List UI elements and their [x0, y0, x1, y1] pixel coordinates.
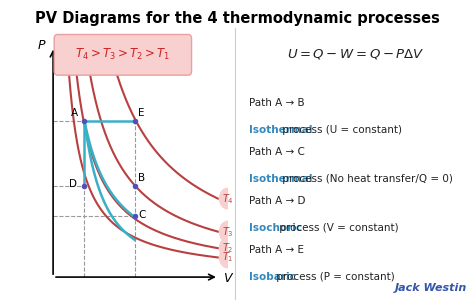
- Text: $\it{U = Q - W = Q - P\Delta V}$: $\it{U = Q - W = Q - P\Delta V}$: [287, 47, 424, 61]
- Text: Jack Westin: Jack Westin: [395, 283, 467, 293]
- Text: E: E: [138, 107, 145, 118]
- Text: process (P = constant): process (P = constant): [273, 272, 394, 282]
- Text: $T_4 > T_3 > T_2 > T_1$: $T_4 > T_3 > T_2 > T_1$: [75, 47, 171, 63]
- Text: Isothermal: Isothermal: [249, 125, 312, 135]
- Text: process (No heat transfer/Q = 0): process (No heat transfer/Q = 0): [279, 174, 453, 184]
- Text: A: A: [72, 107, 79, 118]
- Text: $T_1$: $T_1$: [222, 251, 234, 264]
- Text: B: B: [138, 172, 145, 183]
- Text: Path A → C: Path A → C: [249, 147, 304, 157]
- FancyBboxPatch shape: [54, 34, 191, 75]
- Text: Path A → D: Path A → D: [249, 196, 305, 206]
- Text: Isobaric: Isobaric: [249, 272, 295, 282]
- Text: D: D: [69, 179, 77, 189]
- Circle shape: [219, 247, 236, 268]
- Circle shape: [219, 238, 236, 258]
- Text: process (U = constant): process (U = constant): [279, 125, 402, 135]
- Text: P: P: [38, 39, 46, 52]
- Text: Path A → E: Path A → E: [249, 245, 304, 254]
- Text: $T_2$: $T_2$: [222, 241, 234, 255]
- Text: $T_4$: $T_4$: [222, 192, 234, 205]
- Text: V: V: [223, 272, 232, 285]
- Text: process (V = constant): process (V = constant): [276, 223, 399, 233]
- Circle shape: [219, 221, 236, 242]
- Text: Path A → B: Path A → B: [249, 98, 304, 108]
- Text: C: C: [138, 210, 146, 220]
- Text: Isothermal: Isothermal: [249, 174, 312, 184]
- Circle shape: [219, 188, 236, 209]
- Text: Isochoric: Isochoric: [249, 223, 302, 233]
- Text: $T_3$: $T_3$: [222, 225, 234, 238]
- Text: PV Diagrams for the 4 thermodynamic processes: PV Diagrams for the 4 thermodynamic proc…: [35, 11, 439, 26]
